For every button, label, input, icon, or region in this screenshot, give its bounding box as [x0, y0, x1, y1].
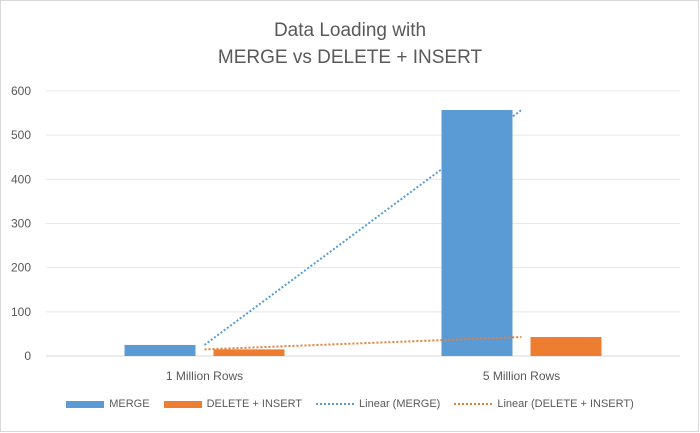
trendline	[203, 109, 523, 346]
y-tick-label: 600	[11, 84, 31, 98]
bar-merge	[124, 344, 196, 356]
legend-label: Linear (DELETE + INSERT)	[497, 398, 634, 410]
y-tick-label: 500	[11, 128, 31, 142]
x-tick-label: 5 Million Rows	[483, 369, 560, 383]
legend-label: Linear (MERGE)	[359, 398, 441, 410]
legend-item: Linear (MERGE)	[316, 398, 440, 410]
bar-delete-insert	[530, 337, 602, 356]
y-tick-label: 200	[11, 261, 31, 275]
legend-swatch	[163, 400, 202, 408]
bar-merge	[441, 109, 513, 356]
legend: MERGE DELETE + INSERT Linear (MERGE) Linear…	[0, 398, 700, 410]
legend-swatch	[316, 403, 355, 405]
x-tick-label: 1 Million Rows	[166, 369, 243, 383]
legend-item: Linear (DELETE + INSERT)	[454, 398, 634, 410]
legend-label: DELETE + INSERT	[206, 398, 303, 410]
trendline	[204, 336, 522, 351]
y-tick-label: 300	[11, 217, 31, 231]
legend-swatch	[454, 403, 493, 405]
chart-title-line1: Data Loading with	[273, 20, 427, 41]
y-tick-label: 0	[24, 349, 31, 363]
bar-delete-insert	[213, 349, 285, 356]
legend-item: DELETE + INSERT	[163, 398, 303, 410]
chart-title-line2: MERGE vs DELETE + INSERT	[217, 47, 483, 68]
y-tick-label: 400	[11, 172, 31, 186]
legend-swatch	[66, 400, 105, 408]
legend-item: MERGE	[66, 398, 150, 410]
y-tick-label: 100	[11, 305, 31, 319]
legend-label: MERGE	[109, 398, 150, 410]
